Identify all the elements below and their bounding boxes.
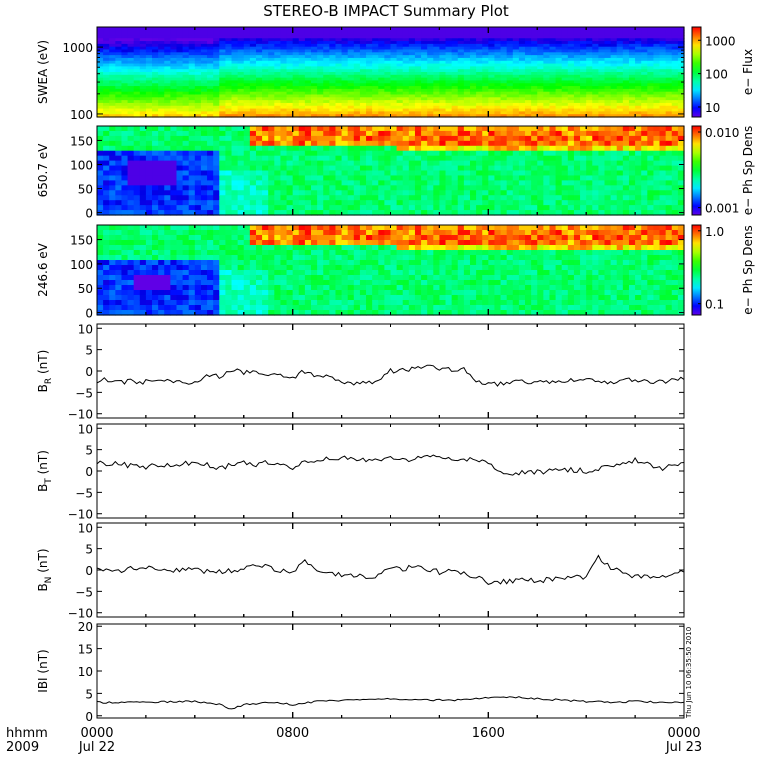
ytick-label: −10 — [68, 607, 93, 621]
pad-246-spectrogram — [97, 225, 685, 316]
xtick-label: 0000 — [80, 726, 113, 741]
ytick-label: 10 — [78, 422, 93, 436]
ylabel: BR (nT) — [36, 350, 54, 393]
ylabel: IBI (nT) — [36, 649, 50, 692]
pad-650-spectrogram — [97, 126, 685, 216]
series-line-bn — [96, 554, 685, 585]
xtick-date-label: Jul 23 — [665, 740, 702, 755]
year-label: 2009 — [6, 740, 39, 755]
ytick-label: 5 — [85, 444, 93, 458]
colorbar — [691, 224, 702, 316]
ytick-label: 10 — [78, 521, 93, 535]
ytick-label: 50 — [78, 282, 93, 296]
ylabel: BN (nT) — [36, 548, 54, 591]
xtick-label: 0000 — [667, 726, 700, 741]
xtick-label: 1600 — [472, 726, 505, 741]
colorbar-tick-label: 0.010 — [705, 126, 739, 140]
colorbar-tick-label: 1000 — [705, 34, 736, 48]
colorbar-tick-label: 100 — [705, 68, 728, 82]
series-line-bt — [96, 454, 685, 476]
ytick-label: 20 — [78, 620, 93, 634]
ytick-label: 0 — [85, 465, 93, 479]
colorbar-tick-label: 0.001 — [705, 202, 739, 216]
ytick-label: 0 — [85, 307, 93, 321]
ytick-label: 150 — [70, 234, 93, 248]
ytick-label: 0 — [85, 365, 93, 379]
ytick-label: 0 — [85, 564, 93, 578]
swea-spectrogram — [97, 27, 685, 118]
series-line-br — [96, 364, 685, 387]
ytick-label: 5 — [85, 687, 93, 701]
ytick-label: 5 — [85, 543, 93, 557]
ytick-label: 100 — [70, 258, 93, 272]
timestamp-stamp: Thu Jun 10 06:35:50 2010 — [685, 627, 693, 719]
ylabel: 246.6 eV — [36, 242, 50, 297]
colorbar — [691, 125, 702, 216]
colorbar-tick-label: 0.1 — [705, 298, 724, 312]
ytick-label: 100 — [70, 108, 93, 122]
ytick-label: 10 — [78, 322, 93, 336]
ylabel: 650.7 eV — [36, 143, 50, 198]
colorbar-label: e− Ph Sp Dens — [741, 225, 755, 314]
ytick-label: 5 — [85, 344, 93, 358]
colorbar-label: e− Ph Sp Dens — [741, 126, 755, 215]
ytick-label: 100 — [70, 158, 93, 172]
ytick-label: 1000 — [62, 41, 93, 55]
ytick-label: 10 — [78, 665, 93, 679]
ytick-label: 15 — [78, 643, 93, 657]
ytick-label: −10 — [68, 408, 93, 422]
series-line-btotal — [96, 696, 685, 710]
ytick-label: −5 — [75, 386, 93, 400]
ytick-label: −5 — [75, 486, 93, 500]
colorbar-label: e− Flux — [741, 49, 755, 95]
ytick-label: 0 — [85, 710, 93, 724]
xtick-date-label: Jul 22 — [78, 740, 115, 755]
plot-title: STEREO-B IMPACT Summary Plot — [263, 2, 509, 20]
ytick-label: 0 — [85, 207, 93, 221]
ylabel: SWEA (eV) — [36, 40, 50, 104]
ytick-label: −10 — [68, 508, 93, 522]
xtick-label: 0800 — [276, 726, 309, 741]
colorbar-tick-label: 10 — [705, 101, 720, 115]
colorbar-tick-label: 1.0 — [705, 225, 724, 239]
time-format-label: hhmm — [6, 726, 48, 741]
ylabel: BT (nT) — [36, 450, 54, 492]
ytick-label: 50 — [78, 183, 93, 197]
ytick-label: −5 — [75, 585, 93, 599]
colorbar — [691, 26, 702, 118]
ytick-label: 150 — [70, 134, 93, 148]
